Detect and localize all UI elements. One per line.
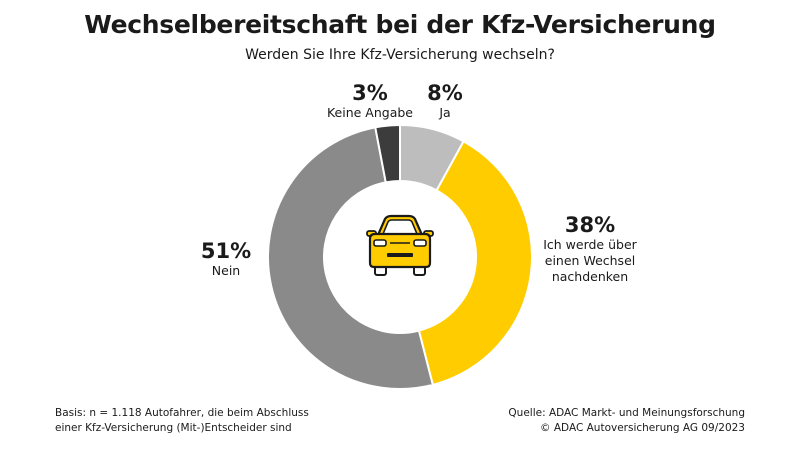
source-line2: © ADAC Autoversicherung AG 09/2023	[540, 422, 745, 434]
text-ja: Ja	[439, 105, 451, 120]
basis-line1: Basis: n = 1.118 Autofahrer, die beim Ab…	[55, 407, 309, 419]
text-nachdenken-line1: Ich werde über	[543, 237, 637, 252]
footer-source: Quelle: ADAC Markt- und Meinungsforschun…	[508, 406, 745, 436]
text-keine-angabe: Keine Angabe	[326, 105, 414, 120]
footer-basis: Basis: n = 1.118 Autofahrer, die beim Ab…	[55, 406, 309, 436]
text-nachdenken-line2: einen Wechsel	[544, 253, 636, 268]
pct-keine-angabe: 3%	[352, 81, 388, 105]
donut-slice-ich-werde-über-einen-wechsel-nachdenken	[417, 139, 533, 387]
label-keine-angabe: 3% Keine Angabe	[320, 81, 420, 121]
chart-subtitle: Werden Sie Ihre Kfz-Versicherung wechsel…	[245, 47, 555, 63]
chart-title: Wechselbereitschaft bei der Kfz-Versiche…	[84, 10, 716, 39]
pct-nein: 51%	[200, 239, 252, 263]
label-ja: 8% Ja	[410, 81, 480, 121]
source-line1: Quelle: ADAC Markt- und Meinungsforschun…	[508, 407, 745, 419]
donut-slice-keine-angabe	[374, 123, 401, 184]
label-nachdenken: 38% Ich werde über einen Wechsel nachden…	[530, 213, 650, 285]
basis-line2: einer Kfz-Versicherung (Mit-)Entscheider…	[55, 422, 292, 434]
donut-slice-nein	[267, 126, 435, 390]
text-nein: Nein	[211, 263, 241, 278]
pct-nachdenken: 38%	[564, 213, 616, 237]
pct-ja: 8%	[427, 81, 463, 105]
label-nein: 51% Nein	[186, 239, 266, 279]
text-nachdenken-line3: nachdenken	[551, 269, 629, 284]
car-icon	[366, 214, 434, 276]
donut-slices	[267, 123, 533, 390]
